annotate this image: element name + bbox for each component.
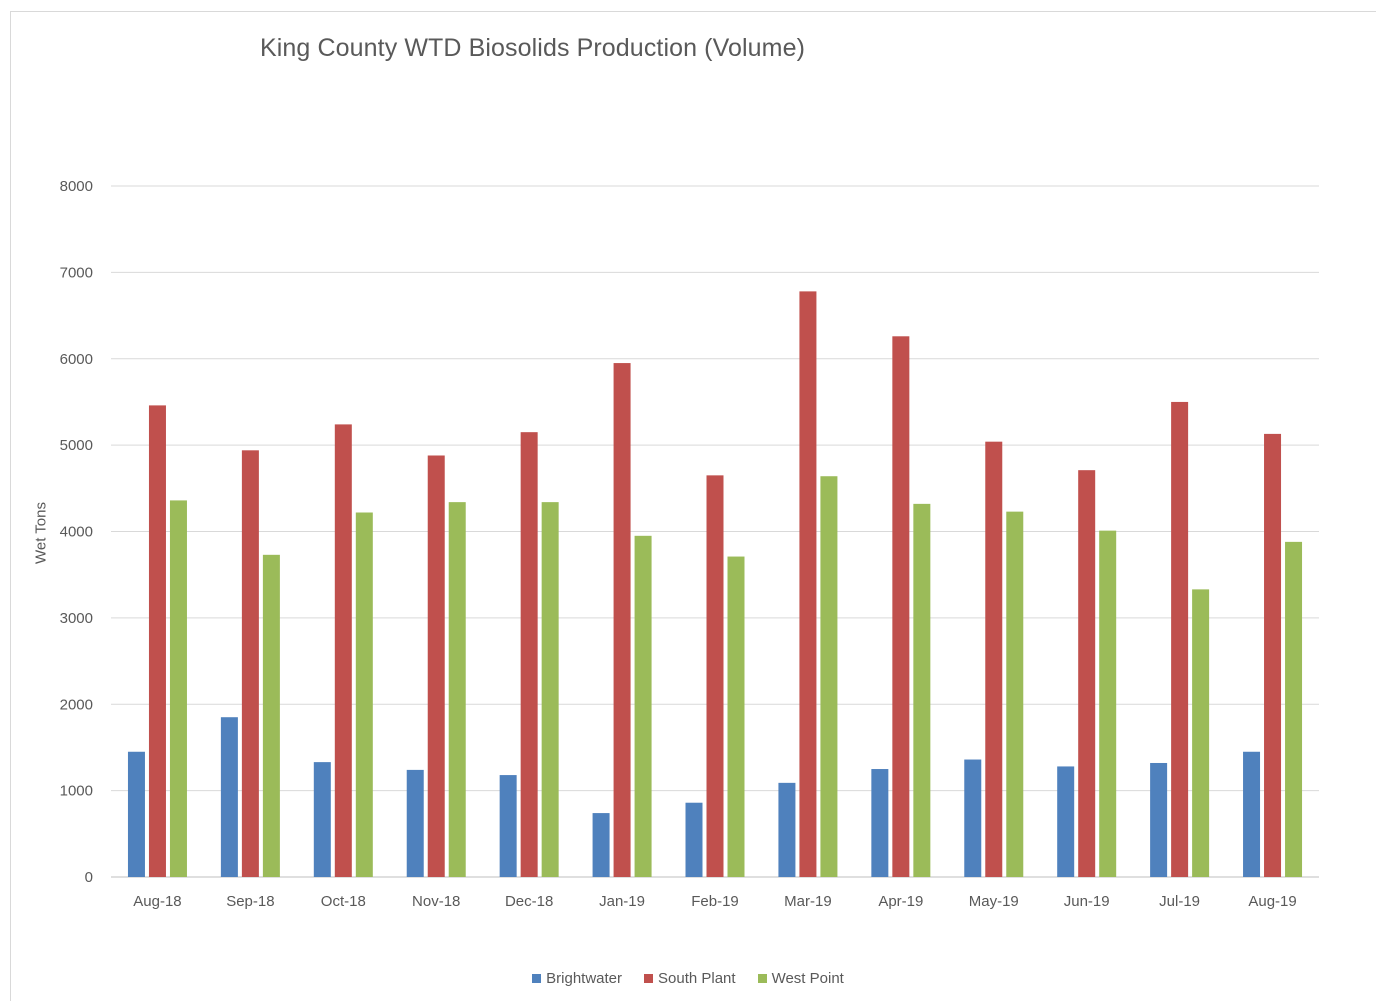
- x-tick-labels: Aug-18 Sep-18 Oct-18 Nov-18 Dec-18 Jan-19 Feb-…: [133, 893, 1296, 910]
- y-tick-label: 2000: [60, 696, 93, 713]
- bar-brightwater-jan-19: [592, 813, 610, 877]
- y-tick-label: 3000: [60, 610, 93, 627]
- y-tick-label: 8000: [60, 178, 93, 195]
- bar-south-plant-oct-18: [334, 424, 352, 877]
- bars: [127, 291, 1303, 878]
- bar-brightwater-dec-18: [499, 775, 517, 877]
- y-tick-labels: 0 1000 2000 3000 4000 5000 6000 7000 8000: [60, 178, 93, 886]
- legend-label: Brightwater: [546, 970, 623, 987]
- y-tick-label: 5000: [60, 437, 93, 454]
- x-tick-label: Oct-18: [321, 893, 366, 910]
- bar-brightwater-mar-19: [778, 782, 796, 877]
- legend-swatch: [757, 974, 767, 983]
- y-tick-label: 4000: [60, 524, 93, 541]
- bar-brightwater-apr-19: [871, 769, 889, 877]
- bar-brightwater-oct-18: [313, 762, 331, 877]
- legend-swatch: [532, 974, 542, 983]
- x-tick-label: Jul-19: [1159, 893, 1200, 910]
- bar-brightwater-may-19: [964, 759, 982, 877]
- x-tick-label: Feb-19: [691, 893, 739, 910]
- bar-brightwater-jun-19: [1057, 766, 1075, 877]
- x-tick-label: Nov-18: [412, 893, 460, 910]
- legend-label: South Plant: [658, 970, 736, 987]
- bar-west-point-nov-18: [448, 502, 466, 877]
- legend: Brightwater South Plant West Point: [0, 970, 1376, 987]
- bar-south-plant-dec-18: [520, 432, 538, 877]
- bar-west-point-jun-19: [1099, 530, 1117, 877]
- legend-item: Brightwater: [532, 970, 622, 987]
- bar-west-point-jul-19: [1192, 589, 1210, 877]
- bar-west-point-oct-18: [355, 512, 373, 877]
- bar-south-plant-may-19: [985, 441, 1003, 877]
- bar-brightwater-aug-18: [127, 751, 145, 877]
- bar-south-plant-apr-19: [892, 336, 910, 878]
- bar-brightwater-jul-19: [1150, 762, 1168, 877]
- bar-south-plant-mar-19: [799, 291, 817, 877]
- chart-title: King County WTD Biosolids Production (Vo…: [260, 34, 806, 62]
- x-tick-label: Jun-19: [1064, 893, 1110, 910]
- bar-brightwater-nov-18: [406, 769, 424, 877]
- bar-west-point-sep-18: [262, 554, 280, 877]
- bar-south-plant-feb-19: [706, 475, 724, 877]
- bar-south-plant-jan-19: [613, 363, 631, 878]
- bar-south-plant-aug-19: [1264, 433, 1282, 877]
- y-tick-label: 6000: [60, 351, 93, 368]
- y-tick-label: 7000: [60, 264, 93, 281]
- x-tick-label: Aug-18: [133, 893, 181, 910]
- x-tick-label: Aug-19: [1248, 893, 1296, 910]
- bar-south-plant-jun-19: [1078, 470, 1096, 877]
- bar-brightwater-sep-18: [220, 717, 238, 877]
- bar-south-plant-nov-18: [427, 455, 445, 877]
- bar-south-plant-aug-18: [148, 405, 166, 877]
- bar-south-plant-sep-18: [241, 450, 259, 877]
- bar-west-point-aug-18: [169, 500, 187, 877]
- x-tick-label: Dec-18: [505, 893, 553, 910]
- bar-south-plant-jul-19: [1171, 401, 1189, 877]
- x-tick-label: Mar-19: [784, 893, 832, 910]
- bar-west-point-feb-19: [727, 556, 745, 877]
- bar-west-point-apr-19: [913, 503, 931, 877]
- y-tick-label: 0: [85, 869, 93, 886]
- legend-item: South Plant: [644, 970, 736, 987]
- y-tick-label: 1000: [60, 783, 93, 800]
- legend-item: West Point: [757, 970, 844, 987]
- x-tick-label: Jan-19: [599, 893, 645, 910]
- legend-swatch: [644, 974, 654, 983]
- x-tick-label: Sep-18: [226, 893, 274, 910]
- legend-label: West Point: [771, 970, 844, 987]
- bar-brightwater-feb-19: [685, 802, 703, 877]
- bar-west-point-may-19: [1006, 511, 1024, 877]
- x-tick-label: May-19: [969, 893, 1019, 910]
- bar-west-point-aug-19: [1285, 541, 1303, 877]
- bar-west-point-mar-19: [820, 476, 838, 877]
- bar-west-point-jan-19: [634, 535, 652, 877]
- bar-west-point-dec-18: [541, 502, 559, 877]
- bar-brightwater-aug-19: [1243, 751, 1261, 877]
- x-tick-label: Apr-19: [878, 893, 923, 910]
